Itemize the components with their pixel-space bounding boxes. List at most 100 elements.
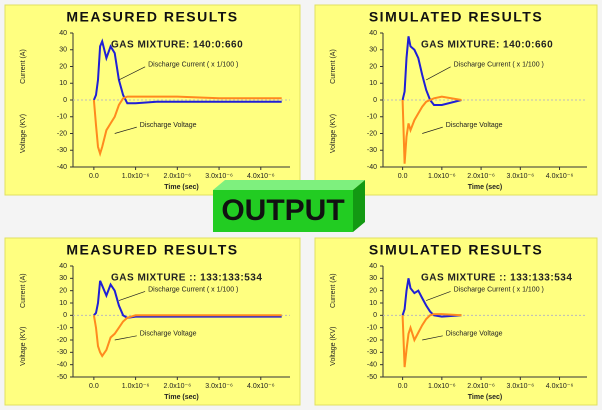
chart-title: MEASURED RESULTS (66, 9, 238, 25)
y-axis-label: Voltage (KV) (20, 327, 27, 366)
y-tick-label: 0 (373, 312, 377, 319)
x-tick-label: 2.0x10⁻⁶ (164, 383, 192, 390)
y-tick-label: -20 (57, 337, 67, 344)
panel (4, 237, 301, 406)
arrow (114, 335, 137, 341)
y-axis-label: Current (A) (330, 49, 337, 84)
series-line (92, 38, 282, 105)
current-label: Discharge Current ( x 1/100 ) (454, 286, 544, 293)
current-label: Discharge Current ( x 1/100 ) (148, 286, 238, 293)
current-label: Discharge Current ( x 1/100 ) (454, 62, 544, 69)
y-tick-label: 20 (59, 288, 67, 295)
y-tick-label: -50 (57, 374, 67, 381)
y-tick-label: -30 (57, 349, 67, 356)
y-axis-label: Voltage (KV) (20, 114, 27, 153)
y-tick-label: 10 (59, 300, 67, 307)
x-tick-label: 2.0x10⁻⁶ (467, 383, 495, 390)
y-tick-label: -40 (367, 164, 377, 171)
x-tick-label: 3.0x10⁻⁶ (507, 173, 535, 180)
x-axis-label: Time (sec) (468, 394, 503, 401)
x-tick-label: 3.0x10⁻⁶ (205, 173, 233, 180)
voltage-label: Discharge Voltage (446, 122, 503, 129)
series-line (93, 280, 282, 319)
voltage-label: Discharge Voltage (140, 122, 197, 129)
x-tick-label: 0.0 (398, 383, 408, 390)
chart-title: SIMULATED RESULTS (369, 242, 543, 258)
y-tick-label: 40 (59, 263, 67, 270)
box-front (213, 190, 353, 232)
series-line (401, 313, 462, 368)
y-tick-label: -50 (367, 374, 377, 381)
current-label: Discharge Current ( x 1/100 ) (148, 62, 238, 69)
x-tick-label: 1.0x10⁻⁶ (428, 173, 456, 180)
x-tick-label: 0.0 (89, 383, 99, 390)
y-axis-label: Current (A) (20, 273, 27, 308)
y-tick-label: -20 (367, 337, 377, 344)
x-tick-label: 4.0x10⁻⁶ (247, 383, 275, 390)
y-tick-label: 0 (63, 97, 67, 104)
y-tick-label: 30 (59, 275, 67, 282)
x-tick-label: 4.0x10⁻⁶ (546, 383, 574, 390)
series-line (92, 95, 282, 157)
annotation: GAS MIXTURE: 140:0:660 (421, 40, 553, 51)
panel (314, 237, 598, 406)
y-tick-label: -40 (57, 362, 67, 369)
voltage-label: Discharge Voltage (446, 331, 503, 338)
x-tick-label: 4.0x10⁻⁶ (247, 173, 275, 180)
y-tick-label: -40 (367, 362, 377, 369)
y-tick-label: 40 (59, 30, 67, 37)
banner-text: OUTPUT (221, 194, 344, 227)
x-tick-label: 3.0x10⁻⁶ (205, 383, 233, 390)
y-axis-label: Current (A) (20, 49, 27, 84)
voltage-label: Discharge Voltage (140, 331, 197, 338)
y-tick-label: -10 (367, 114, 377, 121)
y-tick-label: 40 (369, 263, 377, 270)
x-tick-label: 2.0x10⁻⁶ (467, 173, 495, 180)
x-tick-label: 2.0x10⁻⁶ (164, 173, 192, 180)
y-tick-label: 30 (369, 275, 377, 282)
annotation: GAS MIXTURE :: 133:133:534 (421, 273, 572, 284)
y-tick-label: -10 (367, 325, 377, 332)
y-tick-label: -20 (57, 130, 67, 137)
box-side (353, 180, 365, 232)
y-tick-label: 30 (59, 47, 67, 54)
y-tick-label: -30 (367, 147, 377, 154)
arrow (425, 66, 451, 81)
x-tick-label: 0.0 (398, 173, 408, 180)
x-axis-label: Time (sec) (164, 184, 199, 191)
x-tick-label: 1.0x10⁻⁶ (122, 383, 150, 390)
y-tick-label: 30 (369, 47, 377, 54)
arrow (118, 66, 146, 81)
x-tick-label: 3.0x10⁻⁶ (507, 383, 535, 390)
y-tick-label: -30 (367, 349, 377, 356)
y-tick-label: 0 (373, 97, 377, 104)
x-tick-label: 1.0x10⁻⁶ (428, 383, 456, 390)
annotation: GAS MIXTURE: 140:0:660 (111, 40, 243, 51)
arrow (422, 126, 443, 134)
panels: MEASURED RESULTS 40 30 20 10 0 -10 -20 -30 -40 0.0… (4, 4, 598, 406)
y-tick-label: 40 (369, 30, 377, 37)
output-box: OUTPUT (213, 180, 365, 232)
y-tick-label: -40 (57, 164, 67, 171)
y-tick-label: -20 (367, 130, 377, 137)
y-tick-label: 20 (369, 63, 377, 70)
chart-title: SIMULATED RESULTS (369, 9, 543, 25)
x-axis-label: Time (sec) (164, 394, 199, 401)
series-line (401, 278, 462, 318)
series-line (92, 314, 282, 358)
y-axis-label: Voltage (KV) (330, 327, 337, 366)
arrow (118, 291, 146, 301)
series-line (401, 95, 462, 164)
x-axis-label: Time (sec) (468, 184, 503, 191)
arrow (114, 126, 137, 134)
chart-title: MEASURED RESULTS (66, 242, 238, 258)
series-line (401, 36, 462, 106)
y-axis-label: Voltage (KV) (330, 114, 337, 153)
y-tick-label: 10 (369, 80, 377, 87)
y-axis-label: Current (A) (330, 273, 337, 308)
x-tick-label: 0.0 (89, 173, 99, 180)
arrow (426, 291, 451, 301)
y-tick-label: -30 (57, 147, 67, 154)
y-tick-label: 10 (369, 300, 377, 307)
